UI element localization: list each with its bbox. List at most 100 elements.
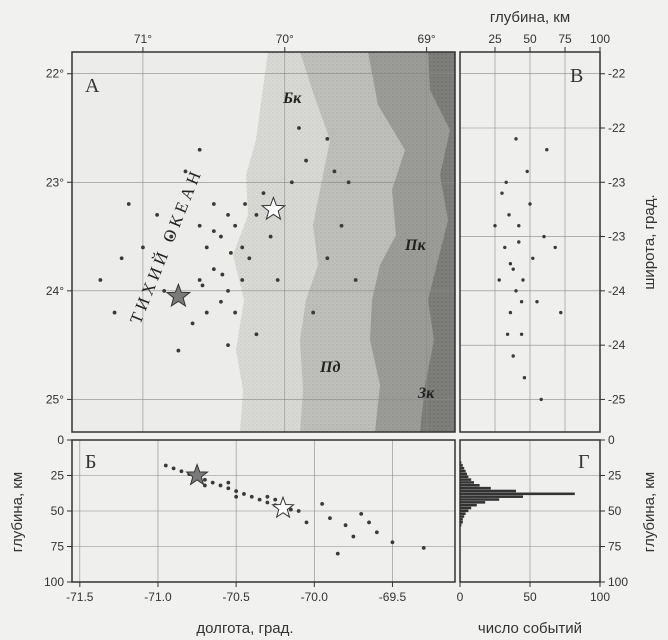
panel-a-epicenters [98,126,358,353]
histogram-bar [460,489,516,493]
tick-label-b-x: -70.0 [301,590,329,604]
histogram-bar [460,515,465,518]
histogram-bar [460,503,477,507]
hypocenter-point [257,497,262,502]
white-star-a [260,195,287,221]
epicenter-point [169,234,174,239]
hypocenter-point [351,534,356,539]
latitude-depth-point [503,245,507,250]
epicenter-point [204,245,209,250]
tick-label-v-y: -22 [608,67,626,81]
epicenter-point [197,278,202,282]
panel-a-ticks: 71° 70° 69° 22° 23° 24° 25° [46,32,436,406]
tick-label-g-x: 0 [457,590,464,604]
latitude-depth-point [493,224,497,228]
tick-label-b-y: 0 [57,433,64,447]
tick-label-v-x: 25 [488,32,502,46]
epicenter-point [126,202,131,206]
panel-a-stars [165,195,287,308]
panel-g-bars [460,461,575,527]
tick-label-b-x: -70.5 [222,590,250,604]
panel-b-label: Б [85,451,96,473]
tick-label-g-y: 100 [608,575,628,589]
epicenter-point [98,278,103,282]
tick-label-a-x: 69° [418,32,436,46]
hypocenter-point [296,509,301,513]
epicenter-point [211,267,216,272]
histogram-bar [460,475,469,479]
latitude-depth-point [525,169,529,174]
tick-label-a-x: 70° [276,32,294,46]
hypocenter-point [234,489,239,494]
epicenter-point [275,278,280,282]
tick-label-b-y: 100 [44,575,64,589]
tick-label-a-x: 71° [134,32,152,46]
panel-b-section: Б -71.5 -71.0 -70.5 -70.0 -69.5 0 25 50 75 100 до… [9,433,456,637]
epicenter-point [119,256,124,261]
panel-v-ticks: 25 50 75 100 -22 -22 -23 -23 -24 -24 -25 [488,32,625,406]
epicenter-point [211,202,216,206]
tick-label-v-y: -24 [608,284,626,298]
panel-g-ylabel: глубина, км [641,472,658,552]
panel-g-label: Г [578,451,590,473]
histogram-bar [460,520,463,524]
latitude-depth-point [514,137,518,141]
epicenter-point [197,147,202,152]
gray-star-a [165,282,192,308]
epicenter-point [211,229,216,234]
hypocenter-point [234,494,239,499]
tick-label-a-y: 22° [46,67,64,81]
epicenter-point [200,283,205,288]
hypocenter-point [328,516,332,520]
zone-label-bk: Бк [282,90,302,107]
histogram-bar [460,492,575,496]
hypocenter-point [343,523,348,528]
tick-label-v-y: -23 [608,230,626,244]
tick-label-v-y: -22 [608,121,626,135]
epicenter-point [219,234,223,239]
epicenter-point [226,288,230,293]
latitude-depth-point [519,300,524,304]
histogram-bar [460,484,480,487]
hypocenter-point [210,480,215,485]
epicenter-point [155,212,160,217]
latitude-depth-point [505,332,510,336]
zone-label-zk: Зк [417,385,435,402]
tick-label-b-x: -71.5 [66,590,94,604]
histogram-bar [460,506,472,510]
epicenter-point [233,223,238,228]
hypocenter-point [179,469,184,474]
panel-g-xlabel: число событий [478,620,582,637]
tick-label-b-y: 75 [51,540,65,554]
histogram-bar [460,518,463,521]
panel-a-label: А [85,75,100,97]
tick-label-v-y: -24 [608,338,626,352]
tick-label-b-y: 50 [51,504,65,518]
white-star-b [271,495,295,519]
panel-v-xlabel: глубина, км [490,9,570,26]
hypocenter-point [226,486,231,491]
panel-b-stars [185,463,295,519]
epicenter-point [183,169,188,174]
panel-a-grid [72,52,455,432]
epicenter-point [190,321,195,326]
panel-g-histogram: Г 0 50 100 0 25 50 75 100 число событий глубина… [457,433,658,637]
latitude-depth-point [507,213,511,217]
epicenter-point [254,332,259,337]
tick-label-v-x: 100 [590,32,610,46]
tick-label-v-y: -25 [608,392,626,406]
hypocenter-point [421,546,426,550]
epicenter-point [247,256,252,261]
latitude-depth-point [514,289,518,293]
latitude-depth-point [517,240,521,244]
epicenter-point [332,169,337,174]
tick-label-g-y: 0 [608,433,615,447]
epicenter-point [268,234,273,239]
zone-zk [420,52,455,432]
epicenter-point [325,256,330,261]
hypocenter-point [367,520,371,525]
histogram-bar [460,478,472,481]
hypocenter-point [265,494,270,499]
latitude-depth-point [508,262,513,266]
